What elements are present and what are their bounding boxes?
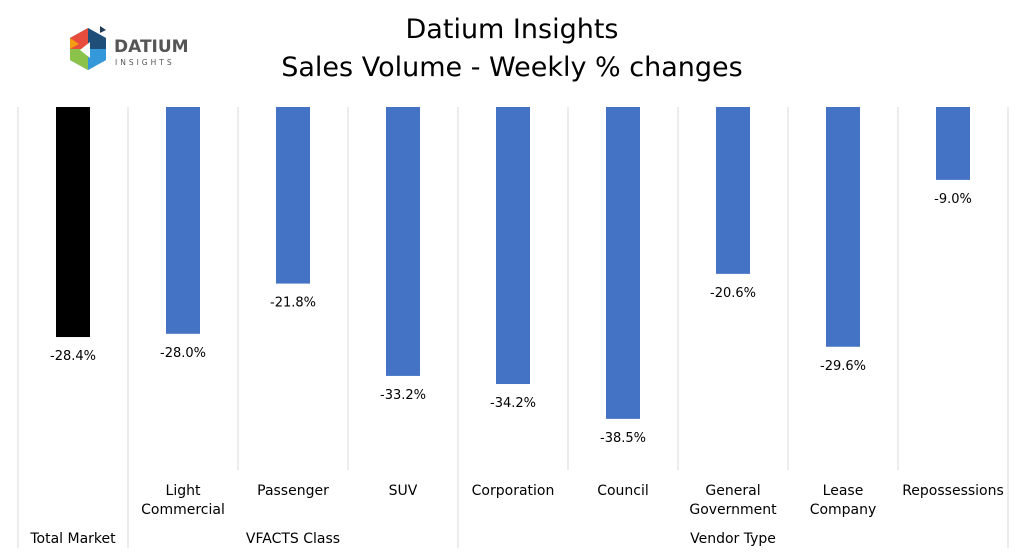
bar: [936, 107, 970, 180]
data-label: -38.5%: [600, 431, 646, 446]
category-label: Corporation: [472, 483, 555, 499]
group-label: VFACTS Class: [246, 531, 340, 547]
group-label: Vendor Type: [690, 531, 776, 547]
category-label: Commercial: [141, 502, 225, 518]
group-label: Total Market: [29, 531, 116, 547]
datium-logo: DATIUM INSIGHTS: [66, 24, 201, 80]
bar: [166, 107, 200, 334]
data-label: -29.6%: [820, 359, 866, 374]
bar: [606, 107, 640, 419]
bar: [56, 107, 90, 338]
category-label: Government: [689, 502, 777, 518]
category-label: Council: [597, 483, 649, 499]
bar: [496, 107, 530, 385]
svg-text:INSIGHTS: INSIGHTS: [115, 58, 175, 67]
bar: [386, 107, 420, 376]
data-label: -28.4%: [50, 349, 96, 364]
category-label: Lease: [823, 483, 864, 499]
data-label: -21.8%: [270, 296, 316, 311]
bar: [716, 107, 750, 274]
data-label: -28.0%: [160, 346, 206, 361]
data-label: -34.2%: [490, 396, 536, 411]
category-label: SUV: [389, 483, 418, 499]
bar: [276, 107, 310, 284]
chart-title: Datium Insights: [405, 14, 619, 45]
svg-text:DATIUM: DATIUM: [114, 37, 189, 57]
data-label: -33.2%: [380, 388, 426, 403]
data-label: -20.6%: [710, 286, 756, 301]
category-label: Company: [810, 502, 877, 518]
chart-subtitle: Sales Volume - Weekly % changes: [281, 52, 743, 83]
category-label: Passenger: [257, 483, 329, 499]
category-label: General: [705, 483, 760, 499]
data-label: -9.0%: [934, 192, 972, 207]
bar: [826, 107, 860, 347]
category-label: Repossessions: [902, 483, 1004, 499]
category-label: Light: [166, 483, 201, 499]
